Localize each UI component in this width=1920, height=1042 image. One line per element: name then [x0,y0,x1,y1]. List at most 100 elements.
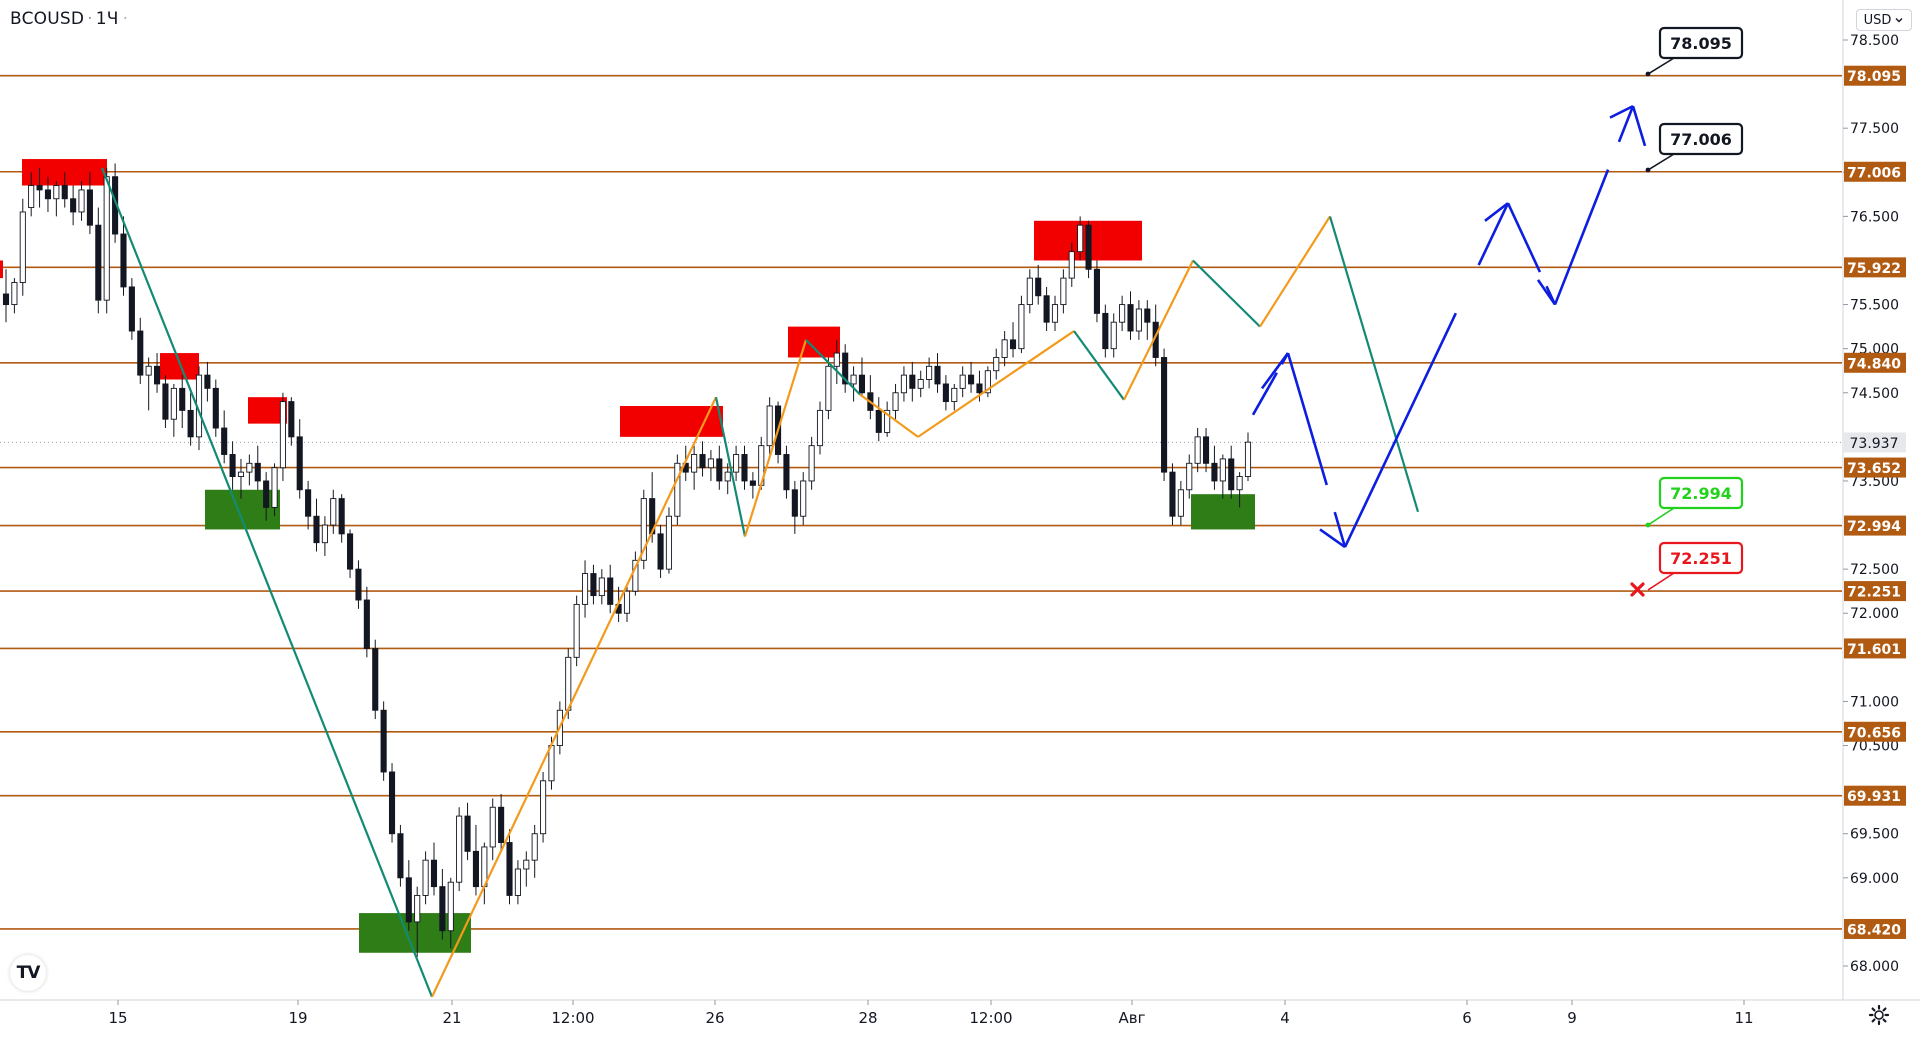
price-axis[interactable]: 78.50077.50077.00076.50075.50075.00074.5… [0,0,1920,1001]
candle-body-up [422,859,429,896]
candle-body-down [61,185,68,200]
projection-arrow-head [1536,279,1557,306]
candle-body-down [405,877,412,923]
symbol-name: BCOUSD [10,9,85,29]
candle-body-down [263,480,270,508]
symbol-title[interactable]: BCOUSD · 1Ч · [10,9,128,29]
zigzag-down [805,339,861,396]
gear-icon[interactable] [1868,1004,1890,1026]
zigzag-up [431,396,717,998]
candle-body-down [388,771,396,835]
level-price-label: 72.994 [1847,519,1901,535]
level-price-label: 77.006 [1847,165,1901,181]
candle-body-down [44,189,52,200]
candle [70,185,77,226]
candle [456,807,463,892]
candle-body-up [514,868,521,896]
candle [414,886,421,958]
y-tick-label: 70.500 [1850,739,1899,755]
candle [489,798,496,861]
y-tick-label: 71.000 [1850,694,1899,710]
candle-body-down [355,568,362,601]
candle-body-down [858,374,866,394]
candle [288,397,295,446]
y-tick-label: 72.500 [1850,562,1899,578]
candle-body-down [137,330,144,376]
candle [1186,454,1193,499]
level-price-label: 75.922 [1847,261,1901,277]
callout-label: 72.251 [1670,549,1732,568]
candle-body-down [1093,268,1100,314]
candle-body-up [724,471,731,482]
x-tick-label: 19 [288,1009,307,1027]
callout-pointer [1647,507,1675,526]
candle [942,375,949,411]
resistance-zone [620,405,723,437]
candle [154,353,161,393]
y-tick-label: 72.000 [1850,606,1899,622]
projection-arrow-head [1631,105,1647,147]
candle [212,379,219,437]
candle-body-down [305,489,312,517]
candle-body-up [581,573,589,605]
candle [61,172,68,208]
price-callouts: 78.095 77.006 72.994 72.251 [1630,26,1744,597]
candle-body-up [1077,224,1084,253]
projection-arrow-head [1319,528,1346,549]
candle-body-down [70,198,77,213]
candle-body-up [951,387,958,403]
candle-body-down [439,886,446,932]
candle [892,383,899,420]
candle-body-up [733,454,740,473]
candle [1236,472,1243,508]
candle-body-down [976,383,983,394]
candle [78,181,85,221]
callout-anchor [1645,522,1651,528]
zigzag-down [1073,330,1125,401]
zigzag-up [743,339,808,537]
candle-body-down [380,709,387,773]
candle-body-down [162,383,169,420]
candle-body-up [1110,321,1117,350]
tradingview-logo-icon[interactable]: TV [10,955,46,991]
candle [179,375,186,429]
candle [724,463,731,495]
candle [1060,269,1067,314]
candle [623,586,631,623]
close-icon [1630,582,1645,597]
candle-body-up [691,454,698,473]
level-price-tag [1844,581,1906,602]
candles [2,163,1252,958]
candle [531,824,538,878]
candle-body-down [590,573,597,597]
level-price-label: 72.251 [1847,585,1901,601]
candle-body-down [1102,312,1109,350]
candle-body-up [833,352,840,367]
candle [934,353,941,393]
candle [363,586,370,658]
candle-body-up [984,370,991,394]
level-price-tag [1844,161,1906,182]
candle [733,445,740,481]
candle-body-up [573,603,580,658]
candle [749,472,756,499]
candle-body-up [19,211,26,283]
candle-body-down [783,454,790,491]
candle [145,357,152,411]
candle [858,357,866,398]
candle-body-down [430,859,438,888]
currency-select[interactable]: USD [1856,9,1912,31]
candle [1051,295,1059,332]
candle-body-up [1135,308,1142,332]
candle-body-up [78,189,85,213]
candle-body-down [506,842,513,896]
candle [665,507,673,574]
candle-body-up [816,409,824,447]
time-axis[interactable]: 15 19 21 12:00 26 28 12:00 Авг 4 6 9 11 [108,1000,1754,1027]
candle-body-down [254,462,261,482]
y-tick-label: 68.000 [1850,959,1899,975]
candle [170,383,177,437]
level-price-tag [1844,785,1906,806]
support-zone [1191,494,1255,530]
